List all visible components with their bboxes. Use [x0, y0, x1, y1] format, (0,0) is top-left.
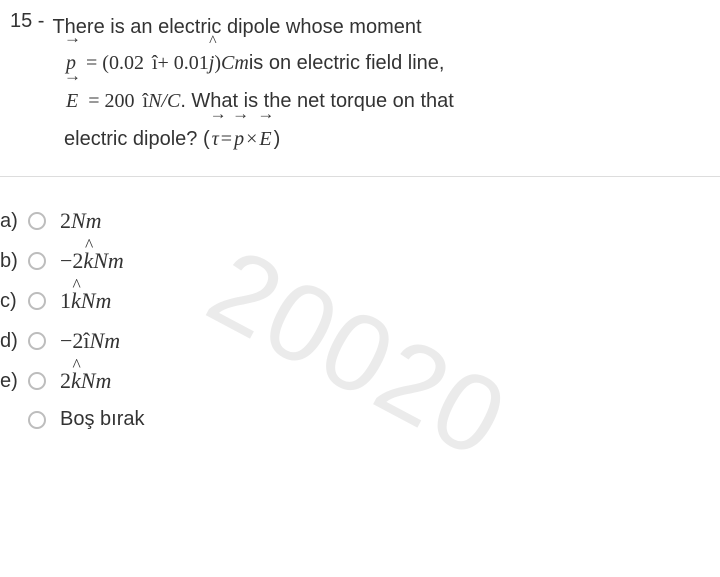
options-list: a) 2Nm b) −2kNm c) 1kNm d) −2îNm — [0, 177, 720, 438]
option-text: 1kNm — [60, 288, 111, 314]
radio-icon[interactable] — [28, 212, 46, 230]
option-text: −2kNm — [60, 248, 124, 274]
question-line-2: → p = (0.02î + 0.01j)Cm is on electric f… — [0, 44, 720, 82]
vector-tau: → τ — [210, 120, 221, 158]
vector-p2: → p — [232, 120, 246, 158]
j-hat: j — [209, 44, 215, 82]
k-hat: k — [83, 248, 93, 274]
option-text: 2Nm — [60, 208, 102, 234]
eq-text: + 0.01 — [158, 44, 209, 82]
option-text: Boş bırak — [60, 408, 144, 431]
option-text: −2îNm — [60, 328, 120, 354]
option-letter: c) — [0, 290, 28, 313]
vector-e: → E — [64, 82, 80, 120]
arrow-icon: → — [232, 105, 246, 122]
arrow-icon: → — [64, 67, 80, 84]
arrow-icon: → — [257, 105, 273, 122]
option-b[interactable]: b) −2kNm — [0, 241, 720, 281]
k-hat: k — [71, 288, 81, 314]
k-hat: k — [71, 368, 81, 394]
option-letter: d) — [0, 330, 28, 353]
arrow-icon: → — [210, 105, 221, 122]
question-number: 15 - — [10, 10, 52, 33]
radio-icon[interactable] — [28, 411, 46, 429]
line2-suffix: is on electric field line, — [249, 44, 445, 82]
eq-text: = (0.02 — [78, 44, 152, 82]
eq-text: × — [246, 120, 257, 158]
eq3-suffix: ) — [274, 120, 281, 158]
question-block: 15 - There is an electric dipole whose m… — [0, 0, 720, 177]
option-letter: a) — [0, 210, 28, 233]
option-blank[interactable]: Boş bırak — [0, 401, 720, 438]
question-line-4: electric dipole? ( → τ = → p × → E ) — [0, 120, 720, 158]
radio-icon[interactable] — [28, 372, 46, 390]
option-a[interactable]: a) 2Nm — [0, 201, 720, 241]
eq-text: = — [221, 120, 232, 158]
vector-e2: → E — [257, 120, 273, 158]
option-d[interactable]: d) −2îNm — [0, 321, 720, 361]
question-line-1: There is an electric dipole whose moment — [52, 10, 720, 44]
radio-icon[interactable] — [28, 252, 46, 270]
option-e[interactable]: e) 2kNm — [0, 361, 720, 401]
option-letter: e) — [0, 370, 28, 393]
unit-cm: Cm — [221, 44, 249, 82]
radio-icon[interactable] — [28, 332, 46, 350]
unit-nc: N/C — [148, 82, 180, 120]
option-c[interactable]: c) 1kNm — [0, 281, 720, 321]
line4-prefix: electric dipole? ( — [64, 120, 210, 158]
radio-icon[interactable] — [28, 292, 46, 310]
arrow-icon: → — [64, 29, 78, 46]
option-letter: b) — [0, 250, 28, 273]
question-line-3: → E = 200îN/C. What is the net torque on… — [0, 82, 720, 120]
option-text: 2kNm — [60, 368, 111, 394]
eq-text: = 200 — [80, 82, 142, 120]
eq-text: ) — [214, 44, 221, 82]
